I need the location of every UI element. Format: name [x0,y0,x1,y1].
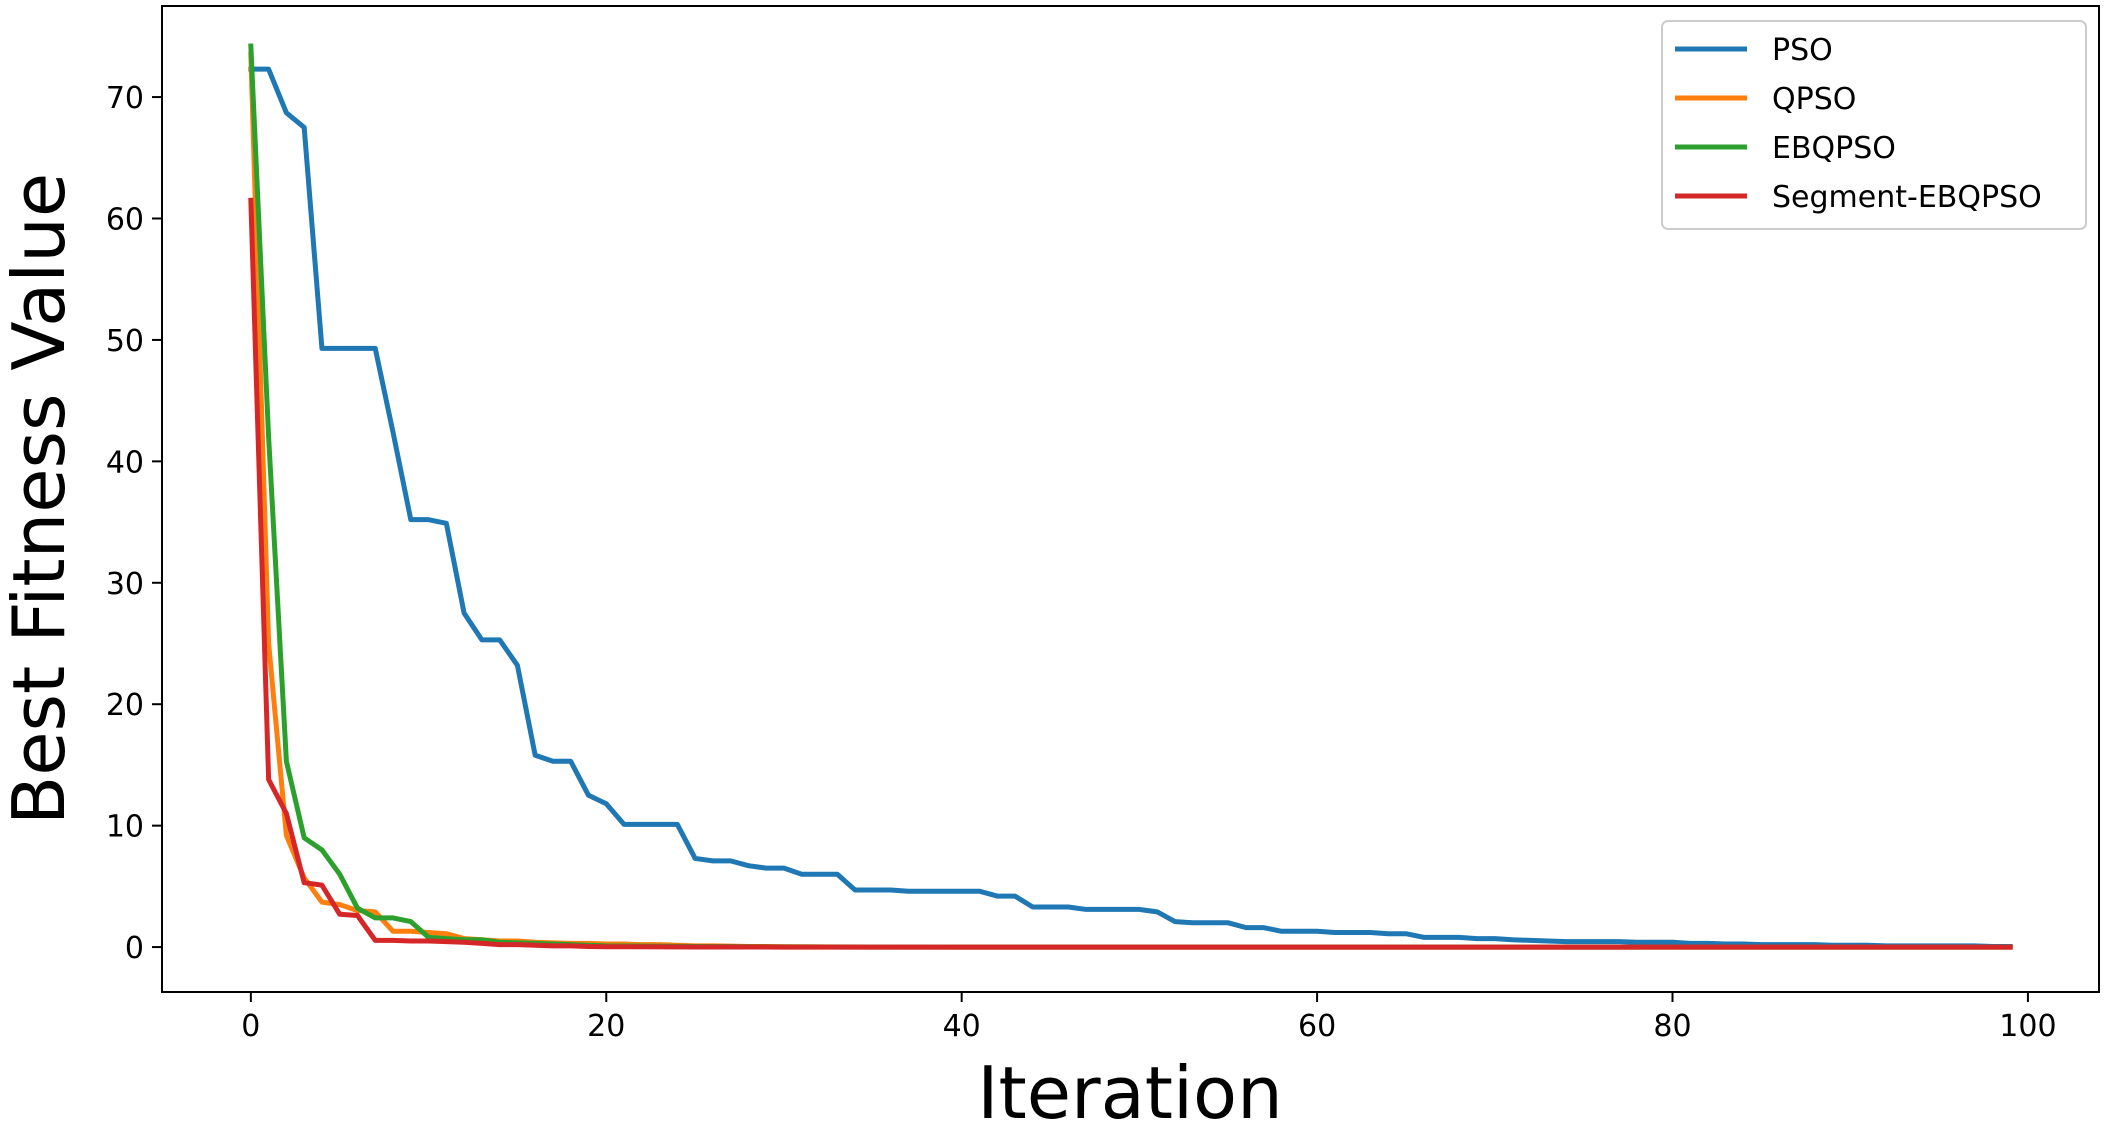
x-tick-label: 60 [1298,1009,1336,1044]
series-layer [248,43,2013,950]
legend-label-qpso: QPSO [1772,82,1856,117]
x-tick-label: 80 [1653,1009,1691,1044]
y-axis-ticks: 0 10 20 30 40 50 60 70 [106,81,162,966]
y-tick-label: 50 [106,324,144,359]
legend-label-segment-ebqpso: Segment-EBQPSO [1772,180,2042,215]
x-tick-label: 100 [1999,1009,2056,1044]
y-tick-label: 60 [106,203,144,238]
legend-box [1661,20,2087,230]
x-axis-title: Iteration [977,1051,1282,1128]
series-line-segment-ebqpso [248,197,2013,950]
y-tick-label: 30 [106,567,144,602]
y-tick-label: 20 [106,688,144,723]
x-tick-label: 0 [241,1009,260,1044]
plot-frame [161,5,2100,993]
y-tick-label: 10 [106,810,144,845]
y-axis-title: Best Fitness Value [0,173,81,825]
x-tick-label: 20 [587,1009,625,1044]
legend-items: PSO QPSO EBQPSO Segment-EBQPSO [1675,33,2042,215]
x-tick-label: 40 [943,1009,981,1044]
y-tick-label: 40 [106,445,144,480]
y-tick-label: 0 [125,931,144,966]
x-axis-ticks: 0 20 40 60 80 100 [241,992,2057,1044]
y-tick-label: 70 [106,81,144,116]
legend-label-pso: PSO [1772,33,1833,68]
series-line-pso [248,66,2013,949]
legend-label-ebqpso: EBQPSO [1772,131,1896,166]
legend: PSO QPSO EBQPSO Segment-EBQPSO [1661,20,2087,230]
